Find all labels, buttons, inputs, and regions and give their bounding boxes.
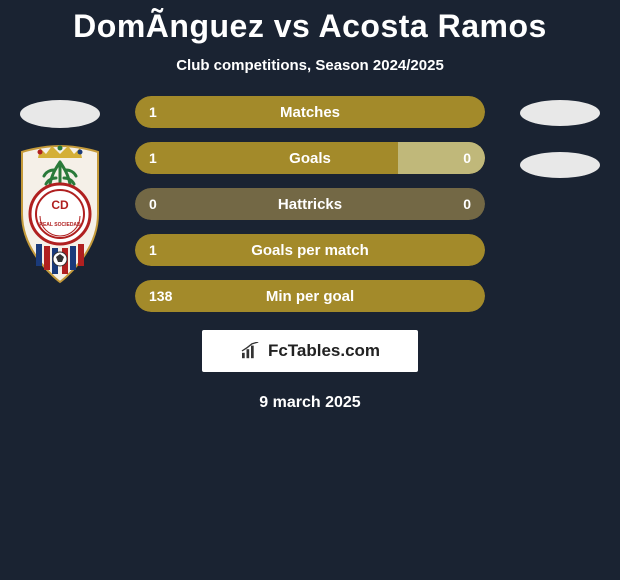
stat-left-value: 1 xyxy=(149,242,157,258)
stat-left-value: 138 xyxy=(149,288,172,304)
chart-icon xyxy=(240,342,262,360)
left-player-placeholder xyxy=(20,100,100,128)
stat-label: Min per goal xyxy=(266,288,354,305)
page-title: DomÃ­nguez vs Acosta Ramos xyxy=(0,0,620,45)
subtitle: Club competitions, Season 2024/2025 xyxy=(0,57,620,74)
svg-text:REAL SOCIEDAD: REAL SOCIEDAD xyxy=(39,222,81,228)
stat-label: Goals xyxy=(289,150,331,167)
brand-box[interactable]: FcTables.com xyxy=(202,330,418,372)
stat-left-value: 1 xyxy=(149,104,157,120)
comparison-content: CD REAL SOCIEDAD 1 Matches xyxy=(0,96,620,312)
svg-text:CD: CD xyxy=(51,198,69,212)
stat-row-goals: 1 Goals 0 xyxy=(135,142,485,174)
stat-right-value: 0 xyxy=(463,196,471,212)
stat-left-value: 1 xyxy=(149,150,157,166)
right-player-placeholder-2 xyxy=(520,152,600,178)
right-player-placeholder-1 xyxy=(520,100,600,126)
stat-label: Goals per match xyxy=(251,242,369,259)
left-player-column: CD REAL SOCIEDAD xyxy=(0,96,120,284)
stat-right-value: 0 xyxy=(463,150,471,166)
stat-row-hattricks: 0 Hattricks 0 xyxy=(135,188,485,220)
stat-left-value: 0 xyxy=(149,196,157,212)
stat-label: Matches xyxy=(280,104,340,121)
date-text: 9 march 2025 xyxy=(0,394,620,412)
stat-label: Hattricks xyxy=(278,196,342,213)
stat-row-matches: 1 Matches xyxy=(135,96,485,128)
brand-text: FcTables.com xyxy=(268,341,380,361)
club-badge: CD REAL SOCIEDAD xyxy=(10,144,110,284)
right-player-column xyxy=(500,96,620,204)
stat-row-min-per-goal: 138 Min per goal xyxy=(135,280,485,312)
stat-row-goals-per-match: 1 Goals per match xyxy=(135,234,485,266)
stats-column: 1 Matches 1 Goals 0 0 Hattricks 0 1 Goal… xyxy=(120,96,500,312)
